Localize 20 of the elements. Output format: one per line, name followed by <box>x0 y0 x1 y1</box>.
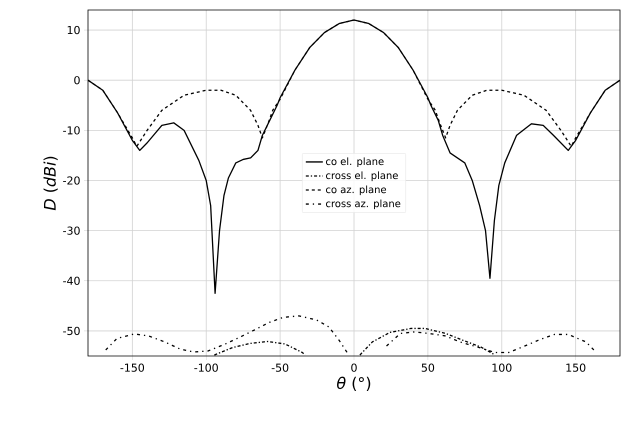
legend-label: cross el. plane <box>326 171 398 182</box>
y-tick-label: -50 <box>63 326 80 336</box>
x-tick-label: 0 <box>351 364 357 372</box>
y-tick-label: 0 <box>74 76 80 84</box>
x-tick-label: 100 <box>492 364 512 372</box>
y-tick-label: 10 <box>68 26 80 34</box>
legend-label: cross az. plane <box>326 200 400 210</box>
x-tick-label: -50 <box>272 364 288 372</box>
x-tick-label: -100 <box>194 364 218 372</box>
x-tick-label: 150 <box>566 364 586 372</box>
x-tick-label: 50 <box>422 364 434 372</box>
y-axis-title: D (dBi) <box>44 156 58 210</box>
legend-label: co el. plane <box>326 157 384 168</box>
y-tick-label: -10 <box>63 126 80 134</box>
y-tick-label: -30 <box>63 226 80 235</box>
y-tick-label: -20 <box>63 176 80 185</box>
x-axis-title: θ (°) <box>337 376 370 391</box>
x-tick-label: -150 <box>120 364 144 372</box>
legend-label: co az. plane <box>326 185 386 196</box>
y-tick-label: -40 <box>63 276 80 285</box>
